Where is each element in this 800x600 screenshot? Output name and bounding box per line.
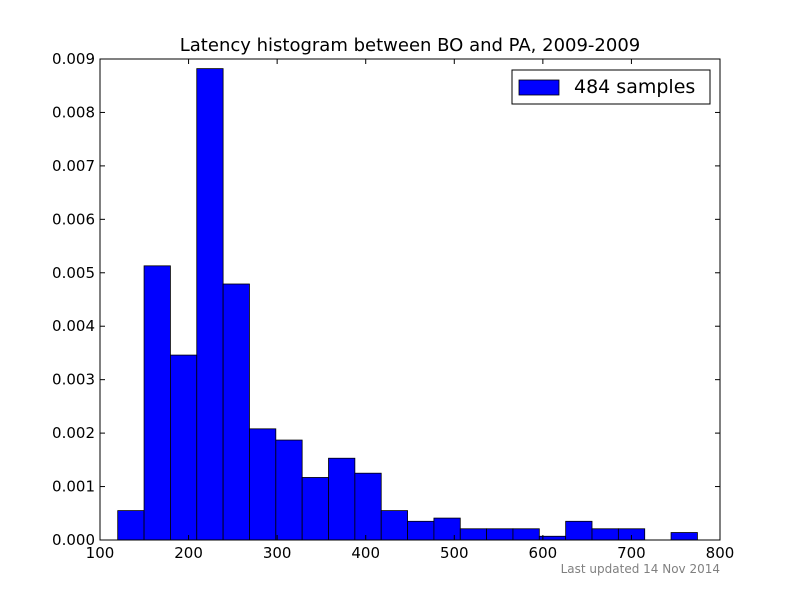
- legend-label: 484 samples: [574, 76, 695, 98]
- histogram-bar: [354, 472, 382, 541]
- y-tick-label: 0.005: [52, 264, 95, 282]
- y-tick-label: 0.001: [52, 478, 95, 496]
- y-tick-label: 0.000: [52, 531, 95, 549]
- histogram-bar: [117, 510, 145, 541]
- histogram-bar: [486, 528, 514, 541]
- histogram-bar: [196, 68, 224, 541]
- histogram-bar: [222, 283, 250, 541]
- histogram-bar: [275, 439, 303, 541]
- legend-swatch: [518, 79, 560, 96]
- histogram-bar: [512, 528, 540, 541]
- histogram-bar: [670, 532, 698, 541]
- x-tick-label: 800: [706, 544, 735, 562]
- chart-title: Latency histogram between BO and PA, 200…: [179, 35, 641, 56]
- x-tick-label: 700: [617, 544, 646, 562]
- y-tick-label: 0.008: [52, 103, 95, 121]
- x-tick-label: 100: [86, 544, 115, 562]
- plot-frame: [99, 58, 721, 541]
- histogram-bar: [143, 265, 171, 541]
- histogram-bar: [328, 457, 356, 541]
- y-tick-label: 0.004: [52, 317, 95, 335]
- histogram-bar: [459, 528, 488, 541]
- y-tick-label: 0.007: [52, 157, 95, 175]
- x-tick-label: 600: [529, 544, 558, 562]
- histogram-bar: [170, 354, 198, 541]
- x-tick-label: 200: [174, 544, 203, 562]
- histogram-bar: [407, 520, 435, 541]
- last-updated-note: Last updated 14 Nov 2014: [560, 562, 720, 576]
- histogram-bar: [380, 510, 408, 541]
- y-tick-label: 0.009: [52, 50, 95, 68]
- y-tick-label: 0.002: [52, 424, 95, 442]
- histogram-bar: [249, 428, 277, 541]
- x-tick-label: 500: [440, 544, 469, 562]
- histogram-bar: [565, 520, 593, 541]
- histogram-bar: [301, 477, 329, 541]
- x-tick-label: 300: [263, 544, 292, 562]
- y-tick-label: 0.003: [52, 371, 95, 389]
- histogram-bar: [433, 517, 461, 541]
- histogram-bar: [591, 528, 619, 541]
- y-tick-label: 0.006: [52, 210, 95, 228]
- x-tick-label: 400: [351, 544, 380, 562]
